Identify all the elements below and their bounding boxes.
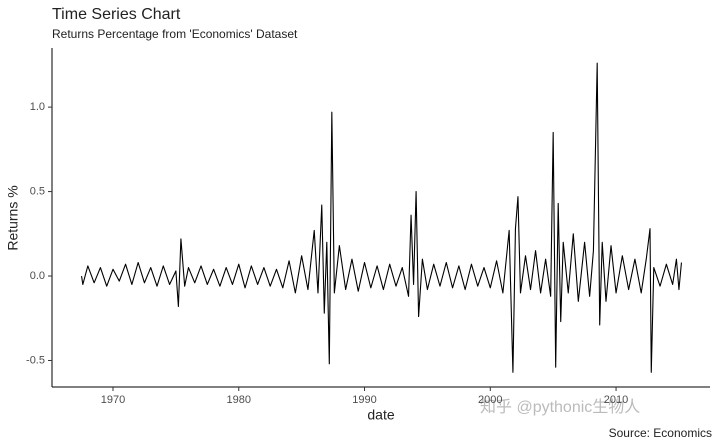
y-tick-label: -0.5 [26,354,45,366]
chart-title: Time Series Chart [52,6,181,23]
watermark: 知乎 @python​ic生物人 [480,398,640,416]
y-tick-label: 0.0 [30,270,45,282]
x-tick-label: 1970 [101,394,125,406]
chart-subtitle: Returns Percentage from 'Economics' Data… [52,27,298,41]
y-tick-label: 1.0 [30,101,45,113]
line [81,62,682,373]
x-tick-label: 1980 [227,394,251,406]
y-axis-label: Returns % [5,185,21,250]
x-tick-label: 2010 [604,394,628,406]
caption: Source: Economics [609,426,712,440]
x-tick-label: 2000 [478,394,502,406]
y-tick-label: 0.5 [30,185,45,197]
x-tick-label: 1990 [352,394,376,406]
x-axis-label: date [367,407,394,423]
